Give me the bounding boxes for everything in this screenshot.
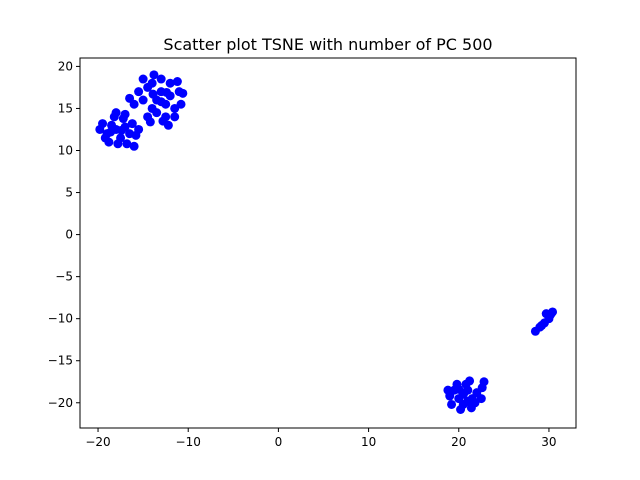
data-point bbox=[138, 95, 148, 105]
data-point bbox=[454, 384, 464, 394]
y-tick-label: 5 bbox=[65, 186, 73, 200]
data-point bbox=[465, 376, 475, 386]
plot-frame bbox=[79, 57, 577, 429]
data-point bbox=[129, 141, 139, 151]
y-tick-label: 0 bbox=[65, 228, 73, 242]
y-tick-label: −10 bbox=[48, 312, 73, 326]
data-point bbox=[131, 130, 141, 140]
data-point bbox=[548, 307, 558, 317]
x-tick-label: 0 bbox=[275, 435, 283, 449]
data-point bbox=[95, 124, 105, 134]
data-point bbox=[113, 139, 123, 149]
data-point bbox=[447, 399, 457, 409]
y-axis: −20 −15 −10 −5 0 5 10 15 20 bbox=[48, 59, 80, 410]
data-point bbox=[178, 88, 188, 98]
y-tick-label: −20 bbox=[48, 396, 73, 410]
data-point bbox=[100, 133, 110, 143]
x-tick-label: −10 bbox=[176, 435, 201, 449]
data-point bbox=[149, 70, 159, 80]
points-layer bbox=[95, 70, 558, 414]
y-tick-label: −15 bbox=[48, 354, 73, 368]
chart-title: Scatter plot TSNE with number of PC 500 bbox=[163, 35, 492, 54]
x-axis: −20 −10 0 10 20 30 bbox=[85, 428, 557, 449]
data-point bbox=[107, 120, 117, 130]
x-tick-label: 20 bbox=[451, 435, 466, 449]
data-point bbox=[125, 93, 135, 103]
x-tick-label: 10 bbox=[361, 435, 376, 449]
data-point bbox=[176, 99, 186, 109]
data-point bbox=[106, 127, 116, 137]
data-point bbox=[145, 117, 155, 127]
data-point bbox=[147, 78, 157, 88]
data-point bbox=[170, 112, 180, 122]
data-point bbox=[172, 77, 182, 87]
y-tick-label: 10 bbox=[58, 144, 73, 158]
y-tick-label: −5 bbox=[55, 270, 73, 284]
data-point bbox=[456, 405, 466, 414]
data-point bbox=[443, 385, 453, 395]
x-tick-label: −20 bbox=[85, 435, 110, 449]
data-point bbox=[134, 87, 144, 97]
data-point bbox=[165, 78, 175, 88]
data-point bbox=[116, 125, 126, 135]
data-point bbox=[152, 108, 162, 118]
data-point bbox=[111, 108, 121, 118]
data-point bbox=[156, 74, 166, 84]
data-point bbox=[463, 396, 473, 406]
y-tick-label: 20 bbox=[58, 59, 73, 73]
y-tick-label: 15 bbox=[58, 101, 73, 115]
data-point bbox=[138, 74, 148, 84]
data-point bbox=[122, 139, 132, 149]
x-tick-label: 30 bbox=[541, 435, 556, 449]
data-point bbox=[479, 377, 489, 387]
data-point bbox=[537, 320, 547, 330]
data-point bbox=[127, 119, 137, 129]
data-point bbox=[148, 89, 158, 99]
data-point bbox=[120, 109, 130, 119]
data-point bbox=[170, 103, 180, 113]
data-point bbox=[162, 87, 172, 97]
data-point bbox=[466, 403, 476, 413]
data-point bbox=[163, 120, 173, 130]
data-point bbox=[476, 394, 486, 404]
data-point bbox=[156, 97, 166, 107]
